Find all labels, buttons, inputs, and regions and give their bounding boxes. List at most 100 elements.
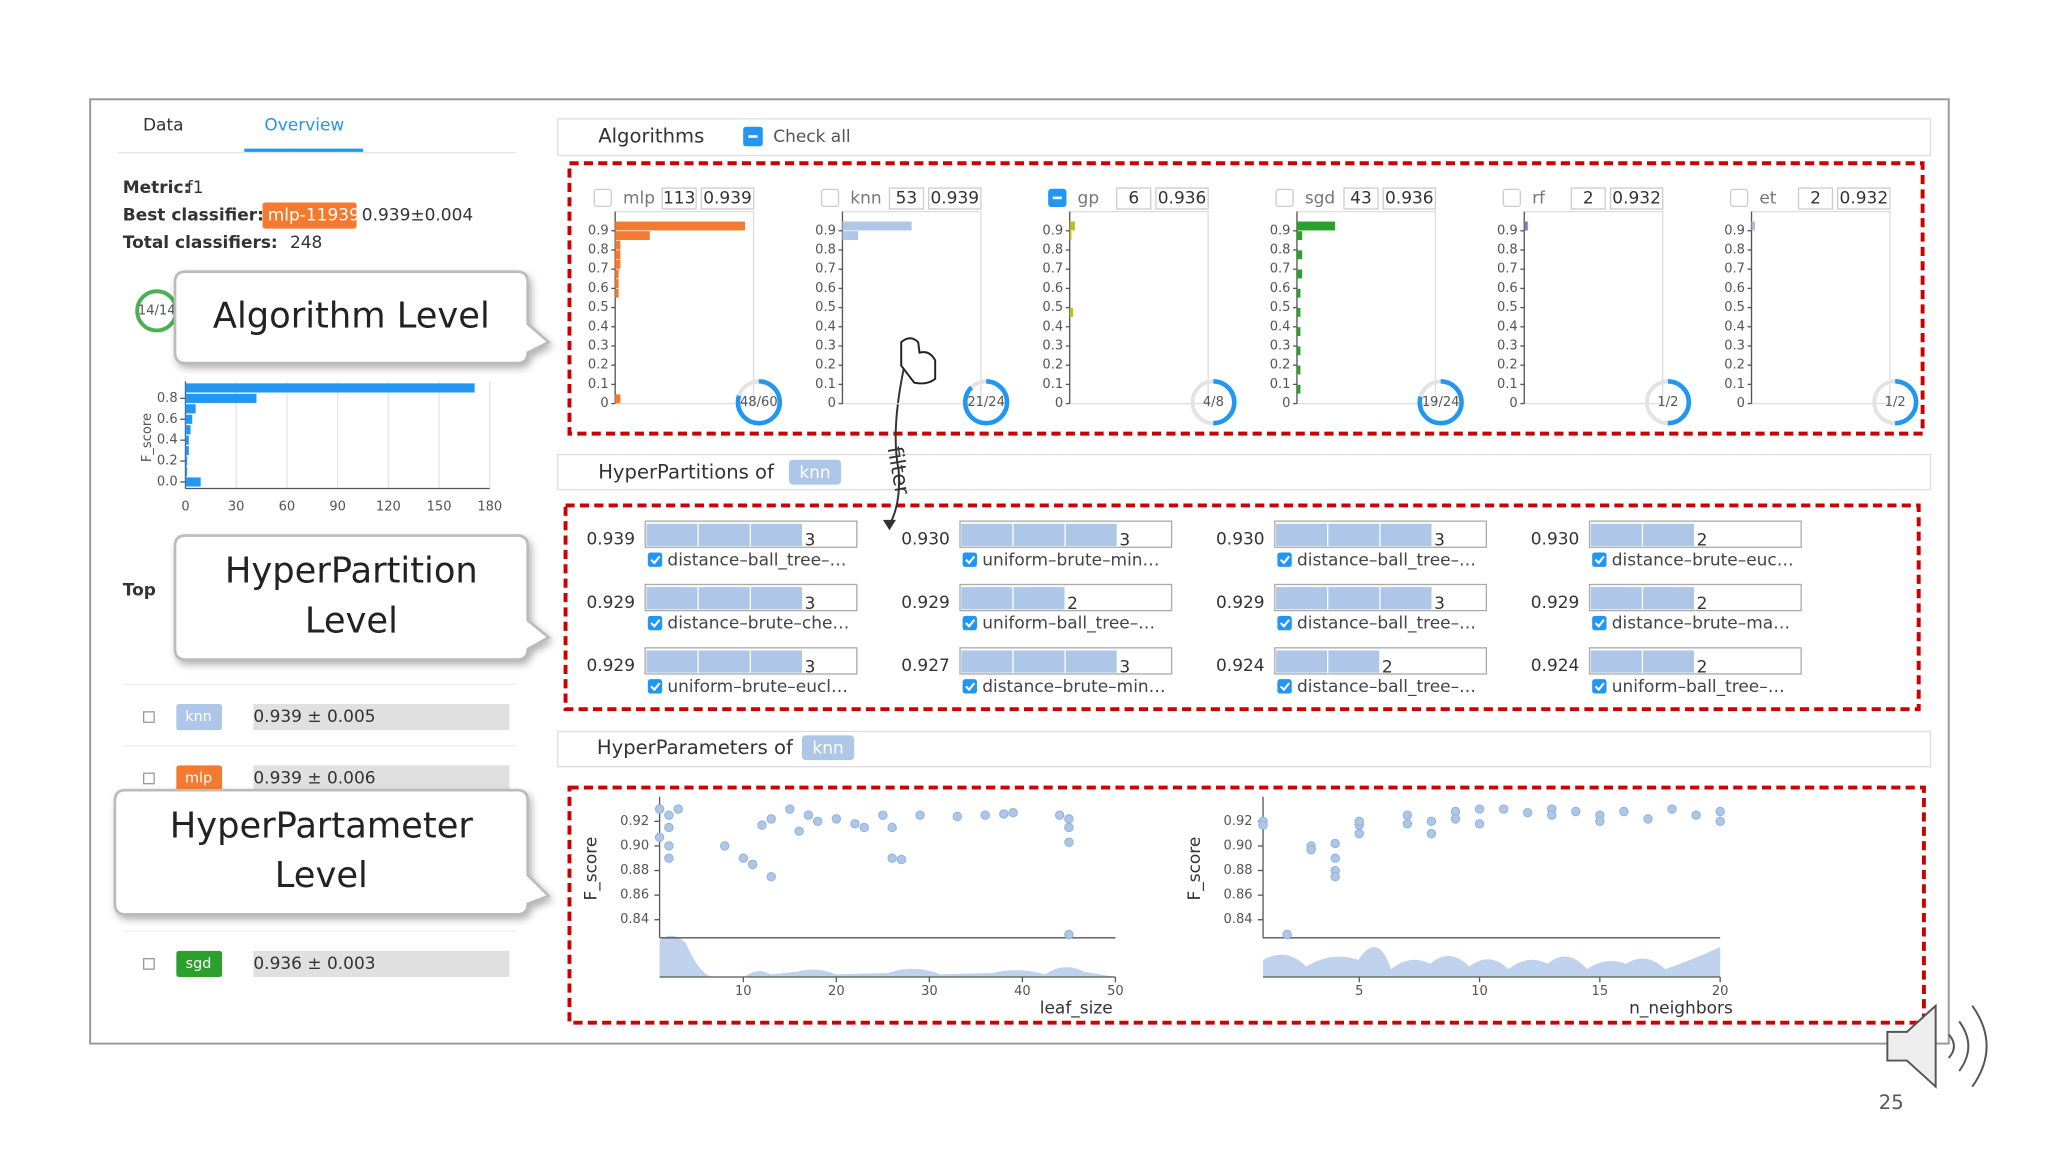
checkbox[interactable] [1592, 679, 1607, 694]
checkbox[interactable] [1277, 615, 1292, 631]
bar [615, 394, 621, 404]
score-bar-bg [253, 950, 510, 977]
y-axis-label: F_score [582, 837, 602, 901]
tab[interactable]: Data [143, 115, 184, 135]
y-tick-label: 0.9 [1042, 223, 1063, 238]
algorithms-header [557, 118, 1932, 157]
algorithm-count: 2 [1583, 189, 1594, 209]
point [664, 841, 674, 851]
bar [185, 414, 193, 424]
checkbox[interactable] [962, 679, 977, 694]
progress-arc [962, 379, 1010, 426]
point [1330, 853, 1340, 863]
check-all-label[interactable]: Check all [773, 127, 850, 147]
y-tick-label: 0.9 [1497, 223, 1518, 238]
checkbox[interactable] [1502, 188, 1521, 208]
x-tick-label: 20 [828, 984, 845, 999]
partition-score: 0.929 [586, 593, 635, 613]
point [1474, 819, 1485, 829]
check-mark [965, 555, 976, 565]
checkbox[interactable] [962, 615, 977, 631]
point [1498, 804, 1509, 814]
partition-score: 0.924 [1531, 656, 1580, 676]
y-tick-label: 0.6 [1497, 281, 1518, 296]
algorithm-name: rf [1532, 189, 1546, 209]
checkbox[interactable] [1592, 615, 1607, 631]
partition-count: 2 [1067, 594, 1078, 614]
x-tick-label: 120 [376, 499, 401, 514]
checkbox[interactable] [1277, 679, 1292, 694]
progress-label: 19/24 [1422, 395, 1460, 410]
partition-count: 3 [1119, 531, 1130, 551]
bar [615, 240, 621, 250]
hyperparameters-title: HyperParameters of [597, 736, 794, 759]
bar [615, 231, 650, 241]
best-name: mlp-11939 [268, 206, 360, 226]
checkbox[interactable] [593, 188, 612, 208]
partition-segment [1013, 587, 1065, 610]
checkbox[interactable] [143, 711, 155, 723]
point [1064, 929, 1074, 940]
bar [615, 259, 621, 269]
y-tick-label: 0.1 [588, 377, 609, 392]
bar [185, 393, 257, 403]
bar [185, 404, 196, 414]
algorithm-count: 6 [1128, 189, 1139, 209]
checkbox[interactable] [647, 679, 663, 694]
y-tick-label: 0.8 [1724, 242, 1745, 257]
y-tick-label: 0.8 [1270, 242, 1291, 257]
y-tick-label: 0.4 [1497, 319, 1518, 334]
y-tick-label: 0.9 [588, 223, 609, 238]
bar [185, 446, 189, 456]
point [1715, 816, 1725, 827]
checkbox[interactable] [647, 552, 663, 567]
partition-label: uniform–brute–eucl… [667, 677, 848, 697]
partition-score: 0.924 [1216, 656, 1265, 676]
partition-segment [961, 523, 1013, 546]
x-tick-label: 10 [1471, 984, 1488, 999]
density-area [659, 935, 1116, 977]
callout-text: Algorithm Level [213, 295, 490, 336]
point [1426, 816, 1437, 827]
bar [1296, 384, 1301, 394]
bar [615, 279, 619, 289]
checkbox[interactable] [1592, 552, 1607, 567]
y-tick-label: 0.6 [1042, 281, 1063, 296]
point [654, 804, 665, 814]
checkbox[interactable] [143, 958, 155, 970]
tab[interactable]: Overview [264, 115, 344, 135]
partition-score: 0.929 [586, 656, 635, 676]
partition-label: uniform–ball_tree–… [982, 614, 1155, 634]
y-tick-label: 0.6 [157, 412, 178, 427]
checkbox[interactable] [1275, 188, 1294, 208]
y-tick-label: 0.4 [1270, 319, 1291, 334]
algorithm-best: 0.936 [1158, 189, 1207, 209]
point [766, 814, 776, 824]
algorithm-best: 0.939 [703, 189, 752, 209]
partition-count: 3 [805, 531, 816, 551]
checkbox[interactable] [143, 772, 155, 785]
checkbox[interactable] [647, 615, 663, 631]
y-tick-label: 0.3 [1724, 338, 1745, 353]
progress-label: 1/2 [1885, 395, 1906, 410]
density-area [1263, 946, 1721, 977]
check-mark [1594, 682, 1605, 692]
count-box [1116, 187, 1152, 210]
partition-score: 0.927 [901, 656, 950, 676]
bar [1751, 221, 1755, 231]
algorithm-name: et [1759, 189, 1776, 209]
partition-segment [698, 587, 750, 610]
x-tick-label: 15 [1592, 984, 1609, 999]
bar [615, 221, 745, 231]
partition-segment [1380, 587, 1432, 610]
x-tick-label: 40 [1014, 984, 1031, 999]
point [1064, 837, 1074, 847]
checkbox[interactable] [820, 188, 840, 208]
checkbox[interactable] [962, 552, 977, 567]
checkbox[interactable] [1729, 188, 1749, 208]
selected-tag [801, 735, 855, 761]
point [1619, 806, 1629, 817]
checkbox[interactable] [1277, 552, 1292, 567]
partition-label: distance–brute–ma… [1612, 614, 1790, 634]
partition-count: 2 [1697, 657, 1708, 677]
